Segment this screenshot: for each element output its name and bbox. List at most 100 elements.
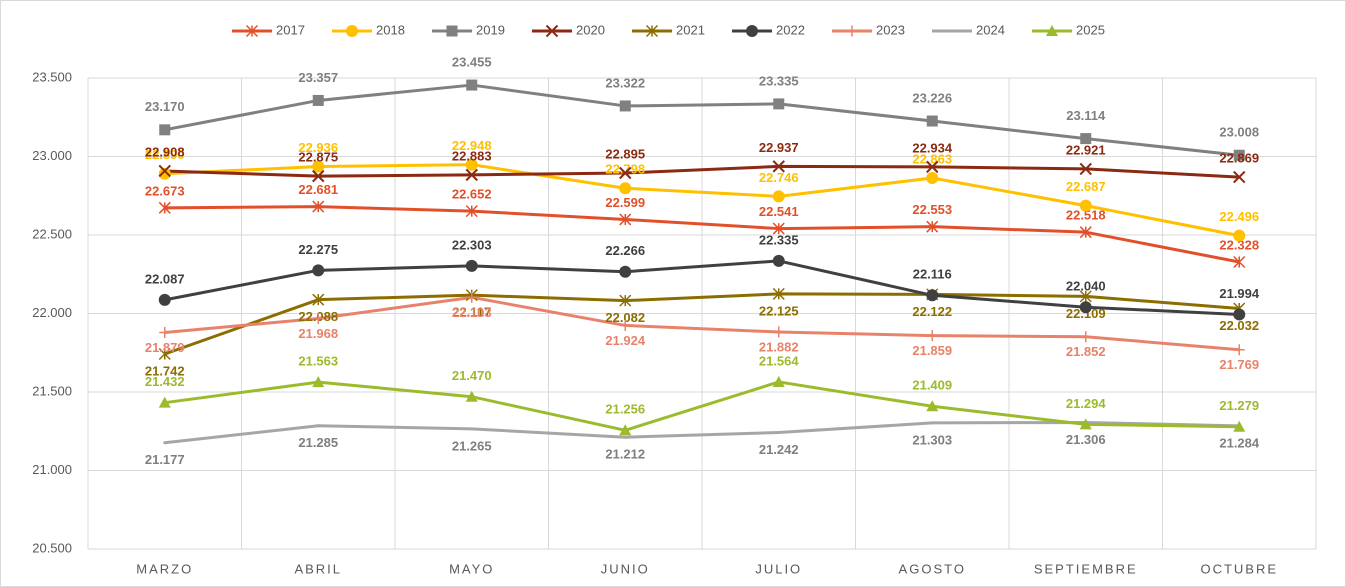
legend-label: 2018 (376, 22, 405, 37)
data-label: 22.518 (1066, 208, 1106, 223)
data-label: 21.432 (145, 374, 185, 389)
data-label: 22.681 (298, 182, 338, 197)
data-label: 21.968 (298, 326, 338, 341)
data-label: 22.883 (452, 148, 492, 163)
data-label: 22.122 (912, 304, 952, 319)
point (158, 347, 171, 361)
data-label: 21.303 (912, 432, 952, 447)
point (312, 160, 325, 173)
data-label: 21.470 (452, 368, 492, 383)
point (1080, 331, 1092, 343)
point (926, 400, 939, 412)
y-tick-label: 23.500 (32, 69, 72, 84)
y-tick-label: 21.500 (32, 383, 72, 398)
data-label: 22.687 (1066, 179, 1106, 194)
data-label: 22.103 (452, 305, 492, 320)
point (465, 168, 478, 182)
point (926, 172, 939, 185)
point (772, 254, 785, 267)
point (163, 441, 167, 445)
y-tick-label: 22.000 (32, 305, 72, 320)
series-line (164, 292, 1240, 356)
point (773, 98, 785, 110)
point (1233, 229, 1246, 242)
point (619, 166, 632, 180)
data-label: 22.040 (1066, 279, 1106, 294)
point (623, 435, 627, 439)
data-label: 22.875 (298, 150, 338, 165)
data-label: 22.303 (452, 237, 492, 252)
point (1046, 25, 1058, 36)
data-label: 22.746 (759, 170, 799, 185)
data-label: 22.087 (145, 271, 185, 286)
data-label: 22.890 (145, 147, 185, 162)
legend-label: 2020 (576, 22, 605, 37)
data-label: 22.863 (912, 151, 952, 166)
point (777, 431, 781, 435)
point (312, 264, 325, 277)
point (619, 213, 632, 226)
series-line (164, 83, 1240, 157)
data-label: 23.322 (605, 75, 645, 90)
point (158, 164, 171, 178)
point (312, 200, 325, 213)
data-label: 22.328 (1219, 237, 1259, 252)
point (772, 375, 785, 387)
data-label: 23.226 (912, 90, 952, 105)
point (312, 94, 324, 106)
data-label: 21.564 (759, 353, 800, 368)
data-label: 23.335 (759, 73, 799, 88)
legend-label: 2022 (776, 22, 805, 37)
x-tick-label: JULIO (755, 561, 802, 576)
point (245, 24, 259, 38)
series-line (164, 205, 1240, 264)
point (926, 330, 938, 342)
x-tick-label: ABRIL (294, 561, 342, 576)
point (465, 259, 478, 272)
data-label: 22.599 (605, 195, 645, 210)
data-label: 22.275 (298, 242, 338, 257)
data-label: 22.496 (1219, 209, 1259, 224)
point (316, 424, 320, 428)
point (926, 220, 939, 233)
data-label: 21.994 (1219, 286, 1260, 301)
series-line (164, 380, 1240, 432)
data-label: 22.082 (605, 310, 645, 325)
point (1233, 344, 1245, 356)
point (545, 24, 559, 38)
point (465, 158, 478, 171)
data-label: 22.553 (912, 202, 952, 217)
data-label: 22.937 (759, 140, 799, 155)
data-label: 22.109 (1066, 306, 1106, 321)
point (746, 25, 758, 37)
x-tick-label: MAYO (449, 561, 494, 576)
point (312, 376, 325, 388)
series-line (164, 164, 1240, 179)
data-label: 22.335 (759, 232, 799, 247)
data-label: 21.242 (759, 442, 799, 457)
point (773, 326, 785, 338)
y-tick-label: 23.000 (32, 148, 72, 163)
data-label: 21.212 (605, 447, 645, 462)
point (1233, 170, 1246, 184)
point (158, 201, 171, 214)
point (158, 293, 171, 306)
data-label: 22.116 (913, 267, 952, 282)
data-label: 21.294 (1066, 396, 1107, 411)
data-label: 23.170 (145, 99, 185, 114)
data-label: 21.563 (298, 354, 338, 369)
legend: 2017 2018 2019 2020 2021 2022 2023 2024 2025 (232, 22, 1105, 37)
legend-label: 2023 (876, 22, 905, 37)
data-label: 23.357 (298, 70, 338, 85)
data-label: 21.256 (605, 402, 645, 417)
point (930, 421, 934, 425)
data-label: 22.673 (145, 183, 185, 198)
data-label: 21.924 (605, 333, 646, 348)
point (619, 424, 632, 436)
point (772, 222, 785, 235)
data-label: 21.177 (145, 452, 185, 467)
point (772, 190, 785, 203)
point (312, 313, 324, 325)
point (1233, 255, 1246, 269)
data-label: 23.008 (1219, 125, 1259, 140)
